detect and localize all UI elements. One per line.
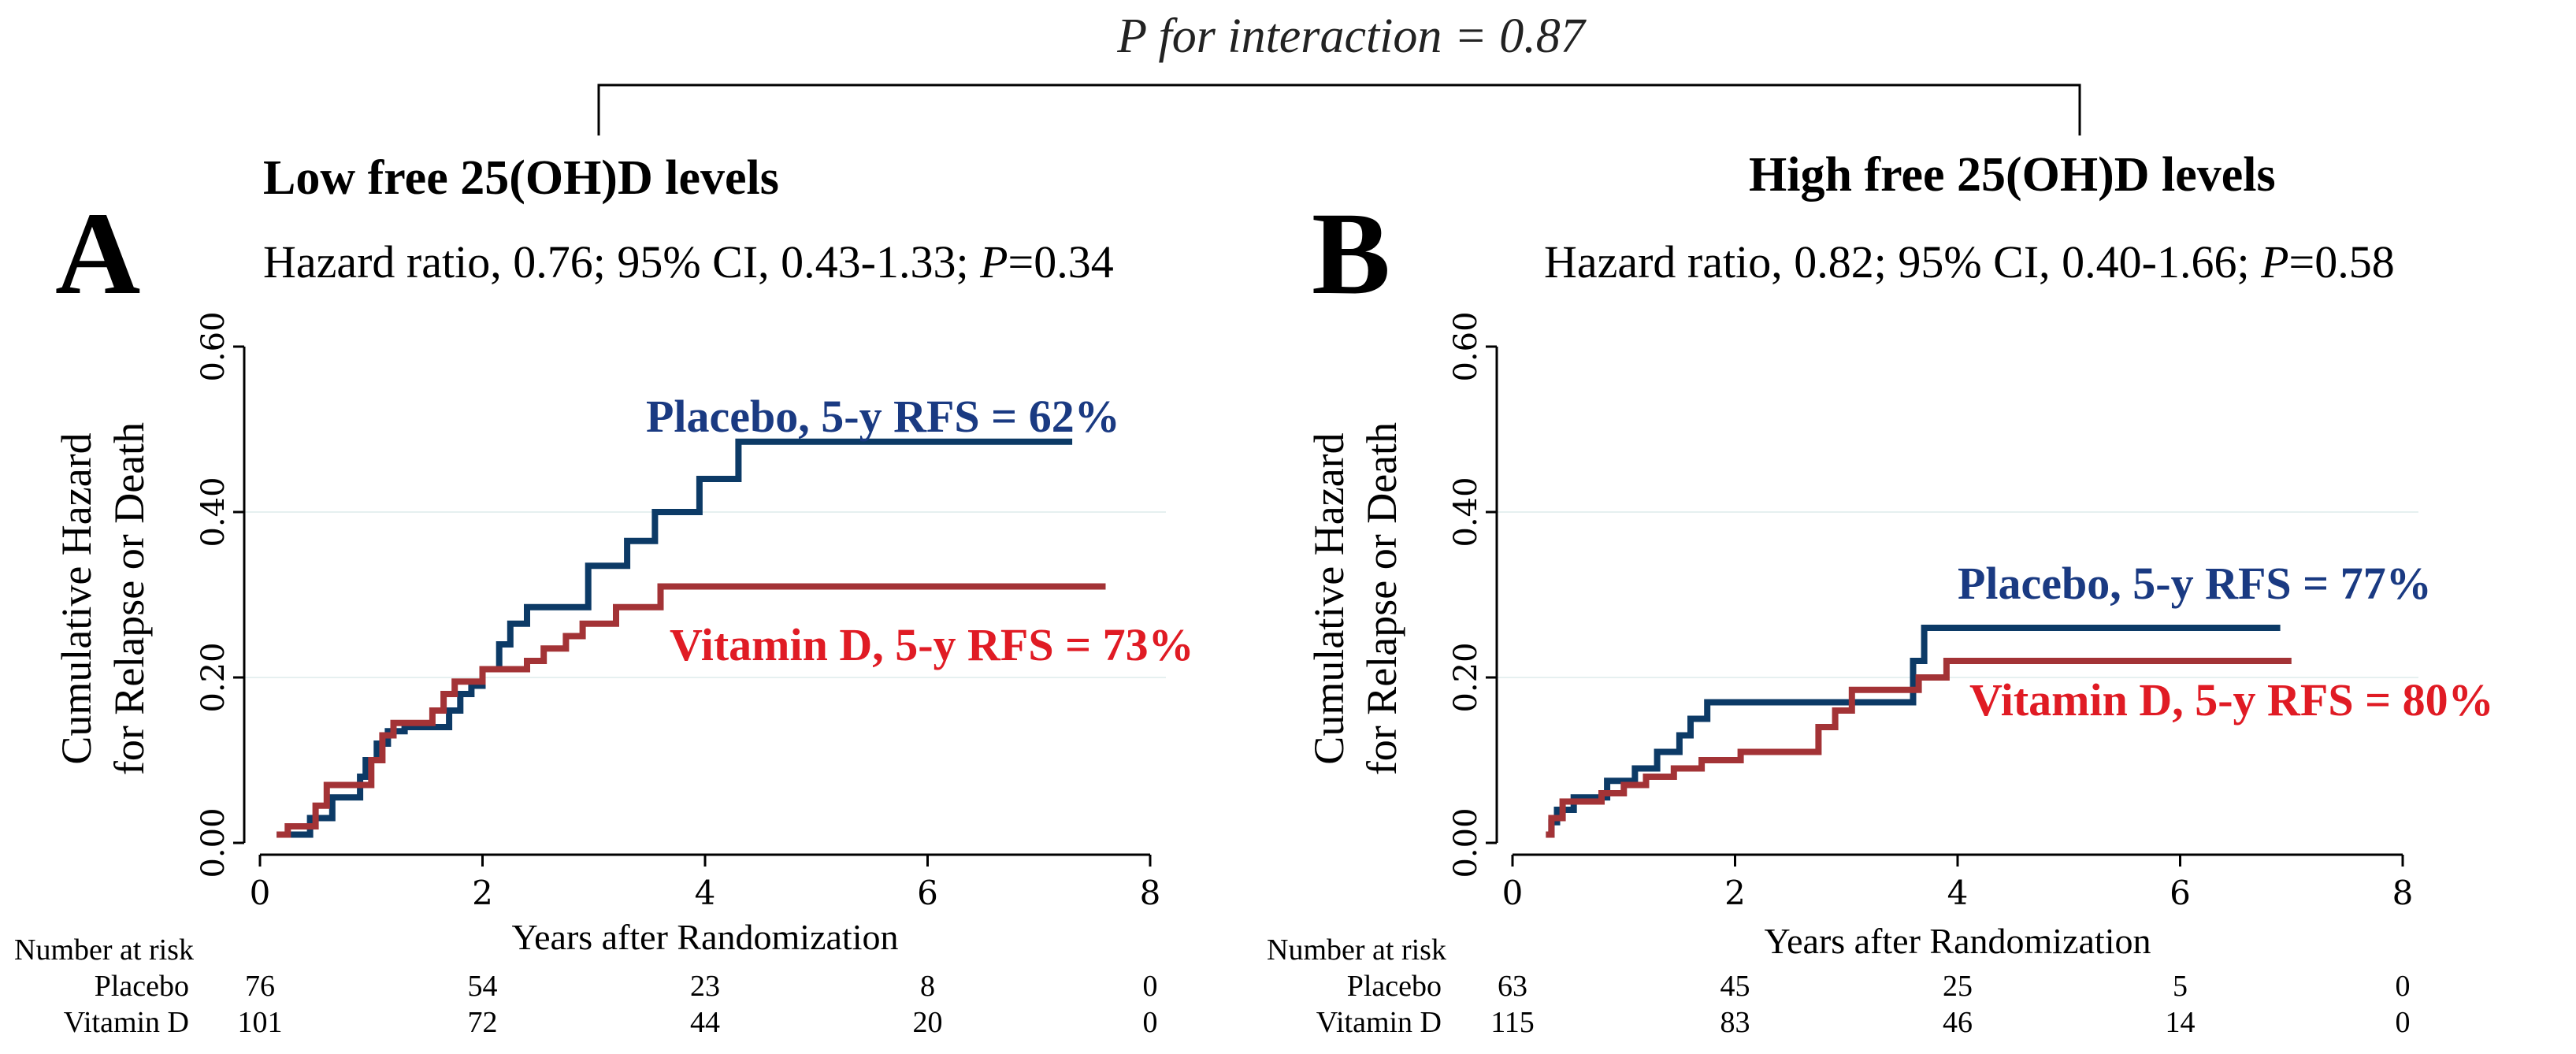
panel-b-x-tick-label: 0 — [1502, 874, 1524, 912]
panel-b-risk-value: 0 — [2396, 1006, 2411, 1039]
panel-b-y-tick-label: 0.40 — [1448, 477, 1484, 547]
panel-a-x-tick-label: 2 — [472, 874, 493, 912]
panel-a-plot: 0.00 0.20 0.40 0.60 0 2 4 6 8 Years after Randomi… — [14, 311, 1194, 1039]
panel-a-x-tick-label: 6 — [917, 874, 938, 912]
panel-a-risk-value: 54 — [468, 970, 498, 1003]
panel-b-letter: B — [1312, 188, 1390, 319]
panel-b-risk-value: 5 — [2173, 970, 2188, 1003]
panel-a-y-tick-label: 0.60 — [195, 311, 232, 381]
panel-b: B High free 25(OH)D levels Hazard ratio,… — [1267, 148, 2494, 1039]
panel-a-hazard-line: Hazard ratio, 0.76; 95% CI, 0.43-1.33; P… — [263, 236, 1114, 288]
interaction-label: P for interaction = 0.87 — [1116, 9, 1587, 63]
panel-a-risk-value: 44 — [690, 1006, 720, 1039]
panel-a-risk-value: 0 — [1143, 1006, 1158, 1039]
panel-a-hazard-text: Hazard ratio, 0.76; 95% CI, 0.43-1.33; — [263, 236, 980, 288]
panel-b-series-placebo-line — [1546, 625, 2281, 838]
panel-a-risk-value: 8 — [920, 970, 935, 1003]
panel-a-letter: A — [55, 188, 140, 319]
panel-b-y-axis-label-line1: Cumulative Hazard — [1305, 432, 1353, 764]
panel-b-risk-value: 45 — [1720, 970, 1750, 1003]
panel-b-y-tick-label: 0.00 — [1448, 807, 1484, 878]
panel-a-y-tick-label: 0.20 — [195, 642, 232, 712]
panel-a-x-tick-label: 0 — [250, 874, 271, 912]
panel-b-x-tick-label: 8 — [2392, 874, 2414, 912]
interaction-bracket — [597, 84, 2081, 135]
panel-b-risk-value: 115 — [1490, 1006, 1535, 1039]
panel-b-y-axis-label-line2: for Relapse or Death — [1358, 422, 1405, 775]
panel-a-p-label: P — [979, 236, 1008, 288]
panel-b-series-vitamin-d-label: Vitamin D, 5-y RFS = 80% — [1969, 674, 2494, 726]
panel-a-risk-value: 20 — [913, 1006, 943, 1039]
panel-a-series-vitamin-d-label: Vitamin D, 5-y RFS = 73% — [670, 619, 1194, 670]
panel-a-p-value: =0.34 — [1008, 236, 1114, 288]
panel-a-risk-row-name: Vitamin D — [64, 1006, 189, 1039]
panel-a: A Low free 25(OH)D levels Hazard ratio, … — [14, 151, 1194, 1039]
panel-b-series-placebo-label: Placebo, 5-y RFS = 77% — [1958, 558, 2432, 609]
panel-b-title: High free 25(OH)D levels — [1749, 148, 2276, 202]
panel-a-risk-value: 23 — [690, 970, 720, 1003]
panel-a-title: Low free 25(OH)D levels — [263, 151, 779, 205]
panel-b-risk-value: 83 — [1720, 1006, 1750, 1039]
panel-a-risk-value: 76 — [245, 970, 275, 1003]
panel-a-risk-value: 72 — [468, 1006, 498, 1039]
panel-b-hazard-line: Hazard ratio, 0.82; 95% CI, 0.40-1.66; P… — [1544, 236, 2395, 288]
panel-a-risk-value: 0 — [1143, 970, 1158, 1003]
panel-b-y-tick-label: 0.20 — [1448, 642, 1484, 712]
panel-a-risk-row-name: Placebo — [95, 970, 189, 1003]
panel-b-x-axis-label: Years after Randomization — [1765, 921, 2151, 961]
panel-b-risk-value: 14 — [2166, 1006, 2196, 1039]
panel-b-risk-header: Number at risk — [1267, 933, 1446, 967]
panel-b-risk-row-name: Vitamin D — [1316, 1006, 1442, 1039]
panel-a-x-axis-label: Years after Randomization — [512, 917, 899, 957]
panel-b-risk-value: 46 — [1943, 1006, 1973, 1039]
panel-b-x-tick-label: 2 — [1724, 874, 1746, 912]
panel-a-risk-header: Number at risk — [14, 933, 194, 967]
panel-a-series-placebo-label: Placebo, 5-y RFS = 62% — [646, 391, 1120, 442]
panel-a-y-tick-label: 0.00 — [195, 807, 232, 878]
panel-b-y-tick-label: 0.60 — [1448, 311, 1484, 381]
panel-a-series-vitamin-d-line — [277, 583, 1106, 838]
panel-b-risk-row-name: Placebo — [1347, 970, 1442, 1003]
panel-a-y-tick-label: 0.40 — [195, 477, 232, 547]
panel-b-risk-value: 0 — [2396, 970, 2411, 1003]
panel-b-hazard-text: Hazard ratio, 0.82; 95% CI, 0.40-1.66; — [1544, 236, 2261, 288]
panel-a-x-tick-label: 8 — [1140, 874, 1161, 912]
panel-a-y-axis-label-line1: Cumulative Hazard — [53, 432, 100, 764]
panel-b-series-vitamin-d-line — [1546, 658, 2292, 838]
panel-b-p-label: P — [2260, 236, 2288, 288]
panel-b-x-tick-label: 4 — [1947, 874, 1969, 912]
panel-b-risk-value: 63 — [1498, 970, 1527, 1003]
panel-b-risk-value: 25 — [1943, 970, 1973, 1003]
panel-b-p-value: =0.58 — [2289, 236, 2395, 288]
panel-a-series-placebo-line — [277, 438, 1073, 838]
panel-a-risk-value: 101 — [238, 1006, 283, 1039]
panel-b-x-tick-label: 6 — [2170, 874, 2191, 912]
panel-a-x-tick-label: 4 — [695, 874, 716, 912]
panel-a-y-axis-label-line2: for Relapse or Death — [106, 422, 153, 775]
